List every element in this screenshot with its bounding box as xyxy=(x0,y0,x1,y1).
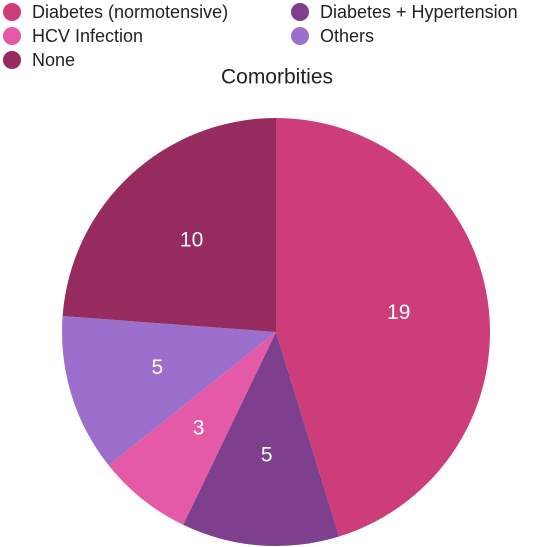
legend-swatch xyxy=(3,27,21,45)
pie-slice xyxy=(183,332,340,546)
pie-slice xyxy=(62,118,276,332)
legend-label: Others xyxy=(320,26,374,46)
legend-swatch xyxy=(3,51,21,69)
legend-label: Diabetes (normotensive) xyxy=(32,2,228,22)
legend-label: Diabetes + Hypertension xyxy=(320,2,518,22)
data-label: 19 xyxy=(387,301,410,324)
chart-title: Comorbities xyxy=(221,66,333,89)
legend-swatch xyxy=(291,3,309,21)
pie-slice xyxy=(276,118,490,537)
pie-slice xyxy=(108,332,276,525)
legend-swatch xyxy=(3,3,21,21)
data-label: 3 xyxy=(193,417,205,440)
data-label: 5 xyxy=(152,356,164,379)
data-label: 5 xyxy=(261,443,273,466)
legend-swatch xyxy=(291,27,309,45)
pie-slice xyxy=(61,316,276,466)
legend-label: None xyxy=(32,50,75,70)
legend-label: HCV Infection xyxy=(32,26,143,46)
data-label: 10 xyxy=(180,229,203,252)
